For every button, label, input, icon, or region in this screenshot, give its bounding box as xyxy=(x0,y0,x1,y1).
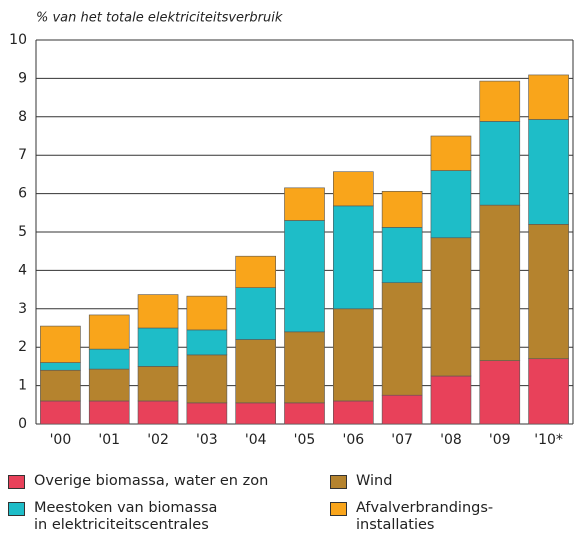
bar-segment xyxy=(479,80,521,122)
bar-segment xyxy=(137,294,179,329)
bar-segment xyxy=(88,314,130,350)
x-tick-label: '02 xyxy=(147,432,169,448)
bar-segment xyxy=(430,135,472,171)
bar-segment xyxy=(137,400,179,425)
bar-segment xyxy=(381,282,423,396)
bar-segment xyxy=(284,331,325,404)
bar-segment xyxy=(186,329,228,356)
bar-segment xyxy=(235,255,276,288)
y-tick-label: 9 xyxy=(18,70,27,86)
bar-segment xyxy=(430,237,472,377)
legend-label: Wind xyxy=(356,473,393,489)
y-tick-label: 5 xyxy=(18,224,27,240)
y-tick-label: 2 xyxy=(18,339,27,355)
y-tick-label: 0 xyxy=(18,416,27,432)
legend-item: Overige biomassa, water en zon xyxy=(8,473,268,490)
bar-segment xyxy=(528,119,569,225)
bar-segment xyxy=(479,360,521,425)
x-tick-label: '04 xyxy=(245,432,267,448)
legend-swatch xyxy=(8,502,25,516)
x-tick-label: '03 xyxy=(196,432,218,448)
bar-segment xyxy=(40,369,81,402)
legend-item: Wind xyxy=(330,473,392,490)
x-tick-label: '06 xyxy=(342,432,364,448)
legend-label: Afvalverbrandings- installaties xyxy=(356,500,494,533)
bar-segment xyxy=(430,170,472,239)
y-tick-label: 6 xyxy=(18,186,27,202)
bar-segment xyxy=(528,224,569,360)
x-tick-label: '01 xyxy=(98,432,120,448)
bar-segment xyxy=(235,402,276,425)
legend-item: Meestoken van biomassa in elektriciteits… xyxy=(8,500,217,534)
legend-label: Meestoken van biomassa in elektriciteits… xyxy=(34,500,218,533)
bar-segment xyxy=(284,187,325,221)
bar-segment xyxy=(88,368,130,402)
bar-segment xyxy=(186,402,228,425)
bar-segment xyxy=(40,325,81,363)
bar-segment xyxy=(528,74,569,120)
bar-segment xyxy=(381,190,423,228)
y-tick-label: 3 xyxy=(18,301,27,317)
x-tick-label: '05 xyxy=(294,432,316,448)
x-tick-label: '08 xyxy=(440,432,462,448)
y-tick-label: 4 xyxy=(18,262,27,278)
chart-title: % van het totale elektriciteitsverbruik xyxy=(36,11,283,26)
bar-segment xyxy=(381,227,423,283)
y-tick-label: 8 xyxy=(18,109,27,125)
legend-swatch xyxy=(8,475,25,489)
bar-segment xyxy=(479,204,521,361)
x-tick-label: '10* xyxy=(534,432,563,448)
bar-segment xyxy=(479,121,521,206)
bar-segment xyxy=(186,295,228,331)
chart: % van het totale elektriciteitsverbruik … xyxy=(9,11,574,448)
bar-segment xyxy=(284,402,325,425)
legend-item: Afvalverbrandings- installaties xyxy=(330,500,493,534)
x-tick-label: '00 xyxy=(50,432,72,448)
bar-segment xyxy=(333,205,374,310)
bar-segment xyxy=(381,394,423,425)
legend-swatch xyxy=(330,502,347,516)
bar-segment xyxy=(88,400,130,425)
bar-segment xyxy=(137,366,179,402)
bar-segment xyxy=(137,327,179,367)
bar-segment xyxy=(88,348,130,370)
bar-segment xyxy=(430,375,472,425)
bar-segment xyxy=(528,358,569,425)
bar-segment xyxy=(333,308,374,402)
bar-segment xyxy=(333,171,374,207)
bar-segment xyxy=(186,354,228,404)
legend-swatch xyxy=(330,475,347,489)
y-tick-label: 10 xyxy=(9,32,27,48)
y-tick-label: 1 xyxy=(18,378,27,394)
legend-label: Overige biomassa, water en zon xyxy=(34,473,269,489)
y-tick-label: 7 xyxy=(18,147,27,163)
x-tick-label: '09 xyxy=(489,432,511,448)
bar-segment xyxy=(333,400,374,425)
bar-segment xyxy=(235,287,276,340)
bar-segment xyxy=(40,400,81,425)
x-tick-label: '07 xyxy=(391,432,413,448)
bar-segment xyxy=(40,362,81,371)
bar-segment xyxy=(235,339,276,404)
bar-segment xyxy=(284,220,325,333)
